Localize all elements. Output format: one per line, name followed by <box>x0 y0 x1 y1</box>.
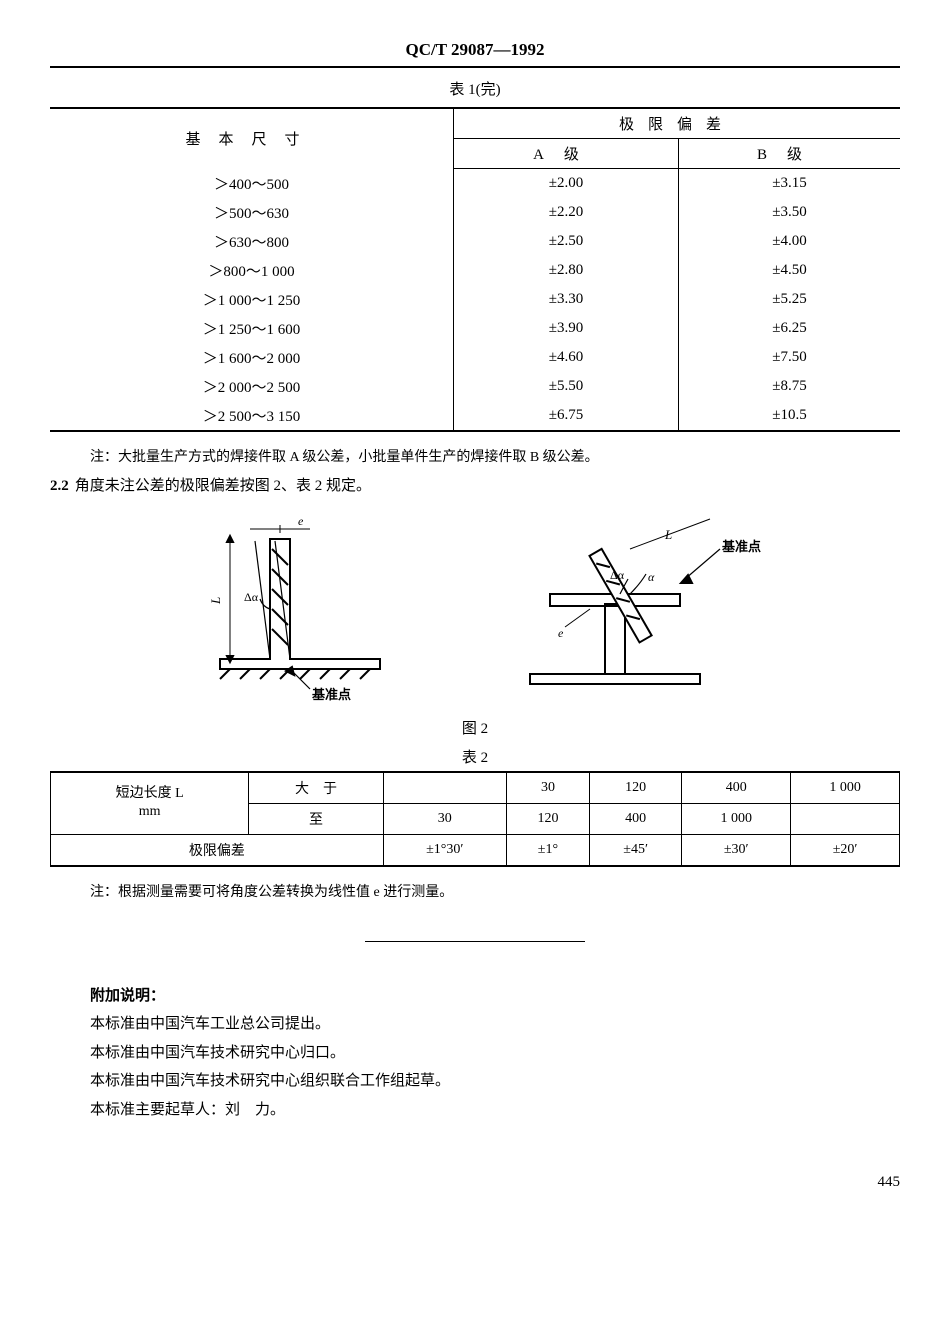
section-2-2: 2.2 角度未注公差的极限偏差按图 2、表 2 规定。 <box>50 474 900 495</box>
appendix-line: 本标准由中国汽车技术研究中心归口。 <box>90 1039 900 1068</box>
row-greater-than: 大 于 <box>249 772 384 804</box>
cell: ±1° <box>506 834 589 866</box>
table2-caption: 表 2 <box>50 746 900 767</box>
table-row: ＞630～800±2.50±4.00 <box>50 227 900 256</box>
svg-text:L: L <box>208 596 223 604</box>
cell: ±30′ <box>682 834 791 866</box>
table1-caption: 表 1(完) <box>50 78 900 99</box>
svg-text:基准点: 基准点 <box>721 539 761 554</box>
table-row: ＞500～630±2.20±3.50 <box>50 198 900 227</box>
cell: 30 <box>506 772 589 804</box>
standard-number-header: QC/T 29087—1992 <box>50 40 900 68</box>
table-row: ＞800～1 000±2.80±4.50 <box>50 256 900 285</box>
svg-text:Δα: Δα <box>610 568 625 582</box>
cell: 400 <box>590 803 682 834</box>
svg-text:L: L <box>664 527 672 542</box>
appendix-line: 本标准由中国汽车工业总公司提出。 <box>90 1010 900 1039</box>
appendix-notes: 附加说明： 本标准由中国汽车工业总公司提出。 本标准由中国汽车技术研究中心归口。… <box>90 982 900 1125</box>
cell: ±1°30′ <box>383 834 506 866</box>
col-short-side-L: 短边长度 L mm <box>51 772 249 835</box>
table-row: ＞1 000～1 250±3.30±5.25 <box>50 285 900 314</box>
table-row: ＞2 000～2 500±5.50±8.75 <box>50 372 900 401</box>
appendix-title: 附加说明： <box>90 982 900 1011</box>
section-number: 2.2 <box>50 478 69 494</box>
cell: 1 000 <box>791 772 900 804</box>
cell: 120 <box>506 803 589 834</box>
tolerance-table-1: 基本尺寸 极限偏差 A级 B级 ＞400～500±2.00±3.15 ＞500～… <box>50 107 900 432</box>
table1-body: ＞400～500±2.00±3.15 ＞500～630±2.20±3.50 ＞6… <box>50 169 900 431</box>
angle-tolerance-table-2: 短边长度 L mm 大 于 30 120 400 1 000 至 30 120 … <box>50 771 900 867</box>
table1-note: 注：大批量生产方式的焊接件取 A 级公差，小批量单件生产的焊接件取 B 级公差。 <box>90 446 900 466</box>
appendix-line: 本标准由中国汽车技术研究中心组织联合工作组起草。 <box>90 1067 900 1096</box>
section-divider <box>365 941 585 942</box>
cell <box>791 803 900 834</box>
appendix-line: 本标准主要起草人：刘 力。 <box>90 1096 900 1125</box>
svg-text:e: e <box>298 514 304 528</box>
figure-2-diagrams: e Δα L 基准点 <box>50 509 900 709</box>
figure-2-right: L Δα α e 基准点 <box>470 509 770 709</box>
svg-text:e: e <box>558 626 564 640</box>
cell: 400 <box>682 772 791 804</box>
row-up-to: 至 <box>249 803 384 834</box>
figure-2-left: e Δα L 基准点 <box>180 509 410 709</box>
cell: 120 <box>590 772 682 804</box>
table-row: ＞1 600～2 000±4.60±7.50 <box>50 343 900 372</box>
cell: 1 000 <box>682 803 791 834</box>
col-limit-deviation: 极限偏差 <box>453 108 900 139</box>
svg-text:基准点: 基准点 <box>311 687 351 702</box>
col-grade-b: B级 <box>679 139 900 169</box>
cell: ±45′ <box>590 834 682 866</box>
col-basic-size: 基本尺寸 <box>50 108 453 169</box>
figure2-caption: 图 2 <box>50 717 900 738</box>
table2-note: 注：根据测量需要可将角度公差转换为线性值 e 进行测量。 <box>90 881 900 901</box>
cell: 30 <box>383 803 506 834</box>
table-row: ＞1 250～1 600±3.90±6.25 <box>50 314 900 343</box>
row-limit-deviation: 极限偏差 <box>51 834 384 866</box>
table-row: ＞400～500±2.00±3.15 <box>50 169 900 198</box>
page-number: 445 <box>50 1174 900 1191</box>
cell <box>383 772 506 804</box>
section-text: 角度未注公差的极限偏差按图 2、表 2 规定。 <box>75 478 371 494</box>
svg-text:α: α <box>648 570 655 584</box>
col-grade-a: A级 <box>453 139 678 169</box>
svg-text:Δα: Δα <box>244 590 259 604</box>
cell: ±20′ <box>791 834 900 866</box>
table-row: ＞2 500～3 150±6.75±10.5 <box>50 401 900 431</box>
